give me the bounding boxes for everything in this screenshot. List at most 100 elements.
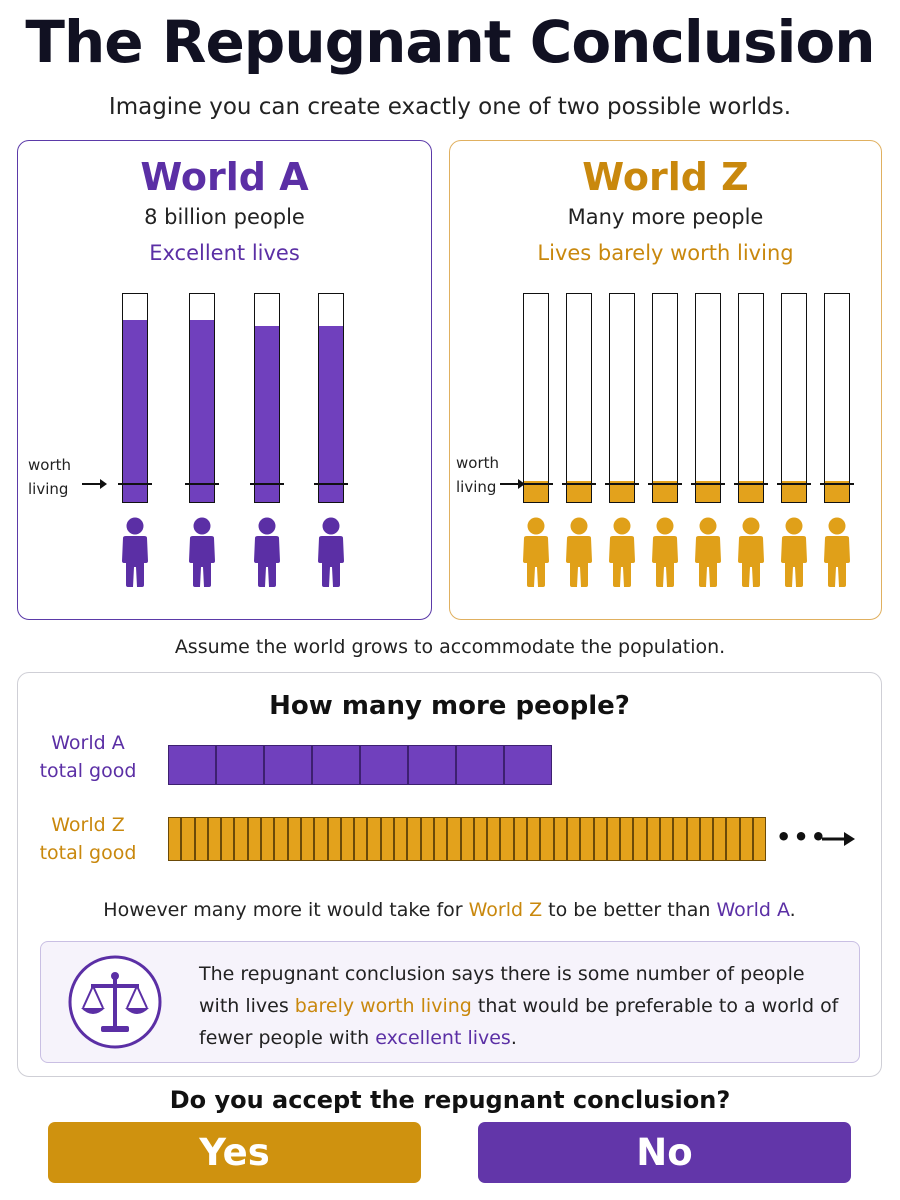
world-z-good-block bbox=[580, 817, 594, 861]
world-a-good-block bbox=[312, 745, 360, 785]
world-z-threshold-line bbox=[562, 483, 596, 485]
world-a-threshold-label: worth living bbox=[28, 456, 72, 498]
world-z-life-bar-fill bbox=[524, 481, 548, 502]
world-z-good-block bbox=[340, 817, 355, 861]
world-a-life-bar-fill bbox=[319, 326, 343, 502]
world-z-good-block bbox=[646, 817, 660, 861]
world-z-life-bar-fill bbox=[567, 481, 591, 502]
world-a-good-block bbox=[168, 745, 216, 785]
world-z-good-block bbox=[633, 817, 647, 861]
world-a-life-bar-fill bbox=[190, 320, 214, 502]
world-z-good-block bbox=[686, 817, 700, 861]
world-z-good-block bbox=[699, 817, 714, 861]
world-z-threshold-line bbox=[605, 483, 639, 485]
continuation-arrow-icon bbox=[822, 832, 855, 846]
world-z-good-block bbox=[606, 817, 621, 861]
world-z-threshold-line bbox=[734, 483, 768, 485]
world-z-life-bar bbox=[566, 293, 592, 503]
world-a-total-label: World A total good bbox=[33, 729, 143, 785]
world-z-good-block bbox=[739, 817, 754, 861]
world-z-total-label-line1: World Z bbox=[51, 814, 125, 836]
world-z-good-block bbox=[274, 817, 288, 861]
world-a-life-bar-fill bbox=[255, 326, 279, 502]
world-z-good-block bbox=[194, 817, 208, 861]
world-z-good-block bbox=[380, 817, 395, 861]
world-z-good-block bbox=[473, 817, 488, 861]
world-z-good-block bbox=[207, 817, 222, 861]
world-z-person-icon bbox=[604, 517, 640, 587]
world-a-threshold-line bbox=[314, 483, 348, 485]
world-z-good-block bbox=[487, 817, 501, 861]
world-z-life-bar-fill bbox=[696, 481, 720, 502]
world-a-total-label-line1: World A bbox=[51, 732, 125, 754]
however-part-3: to be better than bbox=[542, 899, 717, 921]
world-z-life-bar-fill bbox=[782, 481, 806, 502]
world-z-person-icon bbox=[690, 517, 726, 587]
world-z-life-bar bbox=[609, 293, 635, 503]
quote-excellent-lives: excellent lives bbox=[375, 1027, 511, 1049]
page-subtitle: Imagine you can create exactly one of tw… bbox=[108, 94, 792, 120]
world-a-population: 8 billion people bbox=[144, 205, 305, 229]
question-text: Do you accept the repugnant conclusion? bbox=[169, 1086, 731, 1114]
world-a-life-bar-fill bbox=[123, 320, 147, 502]
world-z-life-bar bbox=[652, 293, 678, 503]
world-z-title: World Z bbox=[582, 155, 749, 199]
world-z-good-block bbox=[407, 817, 421, 861]
world-z-threshold-label: worth living bbox=[456, 454, 500, 496]
world-z-person-icon bbox=[518, 517, 554, 587]
world-z-panel: World Z Many more people Lives barely wo… bbox=[449, 140, 882, 620]
world-z-threshold-line bbox=[777, 483, 811, 485]
world-a-title: World A bbox=[140, 155, 309, 199]
world-a-total-bar bbox=[168, 745, 552, 785]
world-z-person-icon bbox=[561, 517, 597, 587]
yes-button[interactable]: Yes bbox=[48, 1122, 421, 1183]
conclusion-box: The repugnant conclusion says there is s… bbox=[40, 941, 860, 1063]
world-z-life-bar bbox=[781, 293, 807, 503]
world-z-quality: Lives barely worth living bbox=[537, 241, 794, 265]
world-a-good-block bbox=[408, 745, 456, 785]
world-z-good-block bbox=[513, 817, 528, 861]
world-z-total-bar bbox=[168, 817, 767, 861]
world-a-quality: Excellent lives bbox=[149, 241, 300, 265]
world-a-person-icon bbox=[249, 517, 285, 587]
however-text: However many more it would take for Worl… bbox=[18, 899, 881, 921]
world-a-threshold-arrow-icon bbox=[82, 479, 107, 489]
world-a-panel: World A 8 billion people Excellent lives… bbox=[17, 140, 432, 620]
world-a-life-bar bbox=[318, 293, 344, 503]
world-z-person-icon bbox=[776, 517, 812, 587]
world-z-good-block bbox=[726, 817, 740, 861]
world-z-threshold-line bbox=[519, 483, 553, 485]
world-z-total-label-line2: total good bbox=[39, 842, 137, 864]
world-z-life-bar bbox=[738, 293, 764, 503]
world-z-good-block bbox=[314, 817, 328, 861]
world-z-good-block bbox=[300, 817, 315, 861]
world-a-threshold-line bbox=[118, 483, 152, 485]
no-button[interactable]: No bbox=[478, 1122, 851, 1183]
world-z-life-bar bbox=[824, 293, 850, 503]
world-z-good-block bbox=[460, 817, 474, 861]
world-z-good-block bbox=[447, 817, 461, 861]
world-a-person-icon bbox=[184, 517, 220, 587]
world-z-good-block bbox=[553, 817, 567, 861]
quote-barely-worth-living: barely worth living bbox=[294, 995, 472, 1017]
world-a-threshold-line bbox=[185, 483, 219, 485]
world-z-good-block bbox=[659, 817, 674, 861]
world-a-good-block bbox=[456, 745, 504, 785]
world-z-good-block bbox=[713, 817, 727, 861]
page-title: The Repugnant Conclusion bbox=[25, 8, 875, 76]
world-z-good-block bbox=[620, 817, 634, 861]
world-z-good-block bbox=[221, 817, 235, 861]
world-z-good-block bbox=[247, 817, 262, 861]
world-a-life-bar bbox=[254, 293, 280, 503]
world-a-good-block bbox=[360, 745, 408, 785]
comparison-title: How many more people? bbox=[269, 691, 630, 721]
assumption-text: Assume the world grows to accommodate th… bbox=[174, 636, 726, 658]
world-z-life-bar-fill bbox=[653, 481, 677, 502]
world-a-person-icon bbox=[313, 517, 349, 587]
world-z-good-block bbox=[261, 817, 275, 861]
world-z-good-block bbox=[527, 817, 541, 861]
world-z-good-block bbox=[566, 817, 581, 861]
world-z-life-bar-fill bbox=[739, 481, 763, 502]
world-z-good-block bbox=[420, 817, 434, 861]
world-a-good-block bbox=[504, 745, 552, 785]
